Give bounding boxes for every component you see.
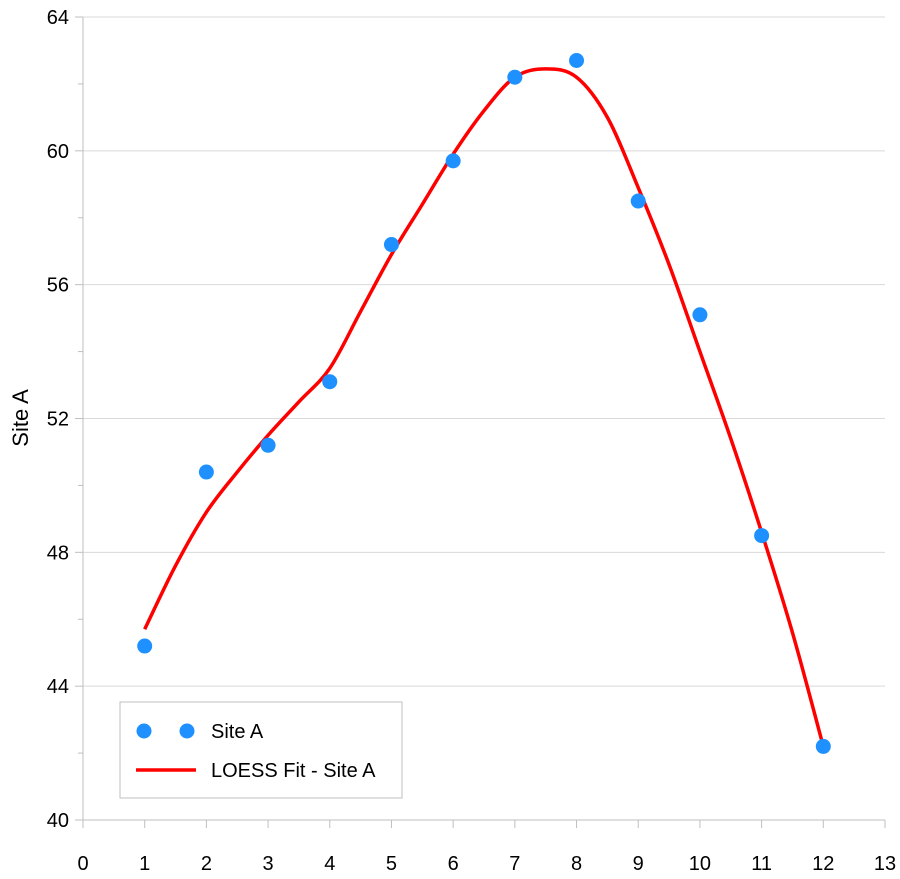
data-point (322, 374, 338, 390)
x-tick-label: 2 (201, 853, 212, 875)
legend-label-loess: LOESS Fit - Site A (211, 760, 376, 782)
data-point (630, 193, 646, 209)
legend-marker-site-a (179, 723, 195, 739)
y-tick-label: 40 (47, 810, 69, 832)
y-tick-label: 52 (47, 409, 69, 431)
data-point (569, 52, 585, 68)
y-tick-label: 60 (47, 141, 69, 163)
data-point (507, 69, 523, 85)
data-point (815, 738, 831, 754)
data-point (692, 307, 708, 323)
x-tick-label: 12 (812, 853, 834, 875)
site-a-series (137, 52, 831, 754)
x-tick-label: 0 (77, 853, 88, 875)
loess-fit-series (143, 67, 825, 747)
legend-marker-site-a (136, 723, 152, 739)
y-tick-label: 48 (47, 542, 69, 564)
x-tick-label: 10 (689, 853, 711, 875)
y-tick-label: 64 (47, 7, 69, 29)
data-point (198, 464, 214, 480)
data-point (260, 437, 276, 453)
data-point (445, 153, 461, 169)
x-tick-label: 11 (751, 853, 772, 875)
x-tick-label: 9 (633, 853, 644, 875)
gridlines (83, 16, 885, 687)
y-axis-title: Site A (8, 389, 33, 447)
legend-label-site-a: Site A (211, 721, 264, 743)
data-point (383, 237, 399, 253)
data-point (754, 528, 770, 544)
x-tick-label: 5 (386, 853, 397, 875)
loess-fit-line (143, 67, 825, 747)
legend-box (119, 701, 403, 799)
data-point (137, 638, 153, 654)
legend: Site A LOESS Fit - Site A (119, 701, 403, 799)
x-tick-label: 8 (571, 853, 582, 875)
x-tick-label: 3 (263, 853, 274, 875)
y-tick-label: 56 (47, 275, 69, 297)
x-tick-label: 1 (139, 853, 150, 875)
x-tick-label: 7 (509, 853, 520, 875)
x-tick-label: 6 (448, 853, 459, 875)
x-tick-label: 4 (324, 853, 335, 875)
axes (75, 16, 886, 828)
y-tick-label: 44 (47, 676, 69, 698)
x-tick-label: 13 (874, 853, 896, 875)
